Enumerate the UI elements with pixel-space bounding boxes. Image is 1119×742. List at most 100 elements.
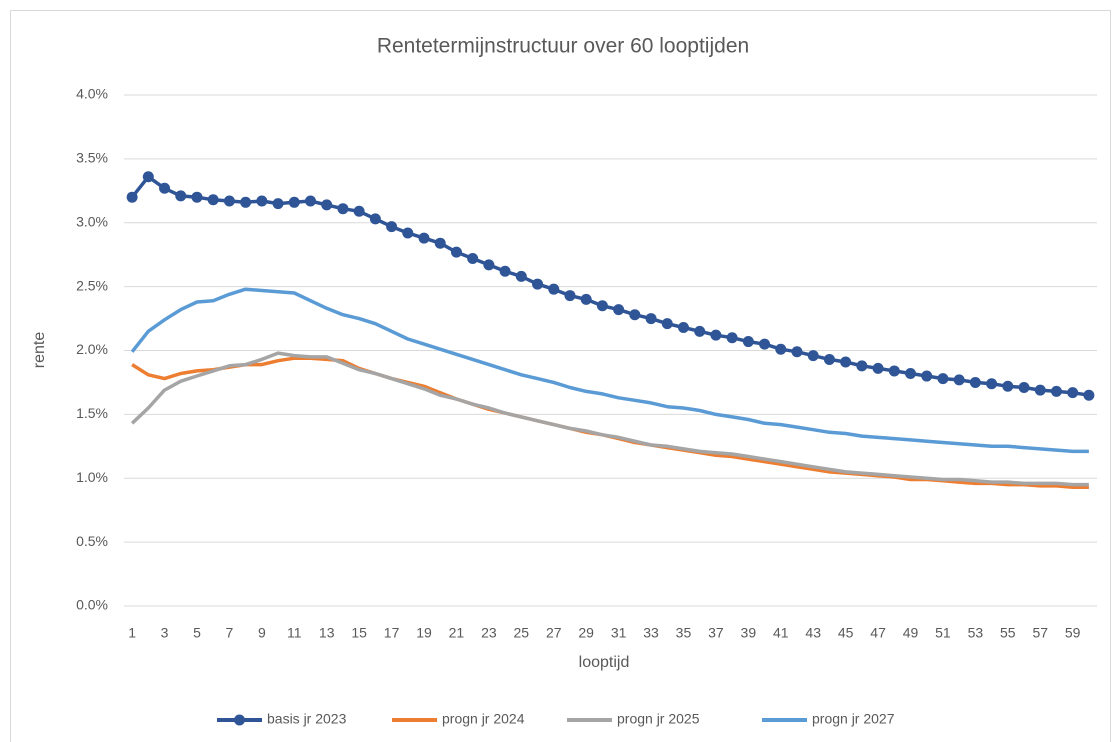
data-point (969, 376, 981, 388)
data-point (791, 346, 803, 358)
data-point (759, 338, 771, 350)
legend-label: progn jr 2027 (812, 711, 895, 727)
data-point (288, 196, 300, 208)
data-point (515, 270, 527, 282)
data-point (1050, 385, 1062, 397)
x-tick-label: 29 (578, 625, 594, 641)
y-tick-label: 4.0% (76, 86, 108, 102)
data-point (596, 300, 608, 312)
x-tick-label: 21 (449, 625, 465, 641)
series-line (130, 351, 1089, 487)
data-point (840, 356, 852, 368)
x-tick-label: 33 (643, 625, 659, 641)
data-point (483, 259, 495, 271)
y-tick-label: 2.0% (76, 341, 108, 357)
data-point (726, 332, 738, 344)
data-point (321, 199, 333, 211)
data-point (823, 353, 835, 365)
data-point (450, 246, 462, 258)
x-tick-label: 37 (708, 625, 724, 641)
data-point (710, 329, 722, 341)
data-point (499, 265, 511, 277)
data-point (207, 194, 219, 206)
data-point (434, 237, 446, 249)
data-point (775, 343, 787, 355)
data-point (142, 171, 154, 183)
x-tick-label: 41 (773, 625, 789, 641)
data-point (921, 370, 933, 382)
data-point (742, 336, 754, 348)
data-point (386, 221, 398, 233)
data-point (272, 198, 284, 210)
x-tick-label: 25 (514, 625, 530, 641)
data-point (1018, 382, 1030, 394)
x-tick-label: 5 (193, 625, 201, 641)
x-tick-label: 27 (546, 625, 562, 641)
data-point (1034, 384, 1046, 396)
x-tick-label: 13 (319, 625, 335, 641)
legend-label: basis jr 2023 (267, 711, 347, 727)
y-axis-title: rente (31, 332, 48, 369)
y-tick-label: 3.0% (76, 213, 108, 229)
x-tick-label: 47 (870, 625, 886, 641)
data-point (304, 195, 316, 207)
data-point (564, 290, 576, 302)
x-tick-label: 15 (351, 625, 367, 641)
x-tick-label: 57 (1032, 625, 1048, 641)
data-point (645, 313, 657, 325)
data-point (126, 191, 138, 203)
y-tick-label: 0.0% (76, 597, 108, 613)
x-tick-label: 7 (226, 625, 234, 641)
x-tick-label: 43 (805, 625, 821, 641)
x-tick-label: 31 (611, 625, 627, 641)
data-point (240, 196, 252, 208)
data-point (1002, 380, 1014, 392)
x-tick-label: 35 (676, 625, 692, 641)
x-tick-label: 11 (287, 625, 302, 641)
y-tick-label: 2.5% (76, 277, 108, 293)
data-point (175, 190, 187, 202)
data-point (888, 365, 900, 377)
x-tick-label: 17 (384, 625, 400, 641)
data-point (677, 322, 689, 334)
y-tick-label: 1.0% (76, 469, 108, 485)
y-tick-label: 1.5% (76, 405, 108, 421)
data-point (694, 325, 706, 337)
x-tick-label: 9 (258, 625, 266, 641)
data-point (418, 232, 430, 244)
legend-label: progn jr 2024 (442, 711, 525, 727)
data-point (1083, 389, 1095, 401)
data-point (953, 374, 965, 386)
y-tick-label: 3.5% (76, 150, 108, 166)
data-point (467, 253, 479, 265)
data-point (353, 205, 365, 217)
x-tick-label: 45 (838, 625, 854, 641)
data-point (191, 191, 203, 203)
x-tick-label: 53 (968, 625, 984, 641)
data-point (159, 182, 171, 194)
legend-marker (234, 714, 245, 726)
x-tick-label: 23 (481, 625, 497, 641)
y-tick-label: 0.5% (76, 533, 108, 549)
data-point (905, 367, 917, 379)
data-point (937, 373, 949, 385)
x-tick-label: 3 (161, 625, 169, 641)
data-point (532, 278, 544, 290)
data-point (223, 195, 235, 207)
legend-label: progn jr 2025 (617, 711, 700, 727)
data-point (256, 195, 268, 207)
x-axis-title: looptijd (579, 654, 630, 671)
data-point (872, 362, 884, 374)
data-point (661, 318, 673, 330)
x-tick-label: 51 (935, 625, 951, 641)
x-tick-label: 39 (741, 625, 757, 641)
x-tick-label: 1 (128, 625, 136, 641)
x-tick-label: 59 (1065, 625, 1081, 641)
data-point (613, 304, 625, 316)
x-tick-label: 49 (903, 625, 919, 641)
data-point (856, 360, 868, 372)
x-tick-label: 19 (416, 625, 432, 641)
data-point (986, 378, 998, 390)
data-point (337, 203, 349, 215)
